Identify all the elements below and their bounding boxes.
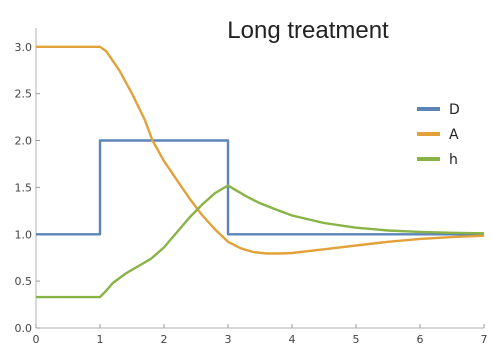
y-tick-label: 1.5 (15, 181, 33, 194)
legend-label-A: A (449, 127, 459, 143)
y-tick-label: 0.5 (15, 275, 33, 288)
y-tick-label: 1.0 (15, 228, 33, 241)
x-tick-label: 6 (417, 333, 424, 346)
x-tick-label: 7 (481, 333, 488, 346)
series-lines (36, 45, 485, 299)
legend-label-D: D (449, 102, 460, 118)
legend: DAh (417, 102, 460, 168)
legend-label-h: h (449, 152, 458, 168)
x-tick-label: 4 (289, 333, 296, 346)
x-tick-label: 3 (225, 333, 232, 346)
y-tick-label: 3.0 (15, 41, 33, 54)
series-line-A (36, 45, 485, 255)
x-tick-label: 1 (97, 333, 104, 346)
series-line-h (36, 184, 485, 299)
series-line-D (36, 139, 484, 236)
y-tick-label: 2.5 (15, 88, 33, 101)
y-tick-label: 2.0 (15, 135, 33, 148)
x-tick-label: 5 (353, 333, 360, 346)
y-tick-label: 0.0 (15, 322, 33, 335)
x-tick-label: 2 (161, 333, 168, 346)
axes: 0 1 2 3 4 5 6 7 0.0 0.5 1.0 1.5 2.0 2.5 3.0 (15, 28, 488, 346)
x-tick-label: 0 (33, 333, 40, 346)
chart-title: Long treatment (227, 17, 389, 44)
